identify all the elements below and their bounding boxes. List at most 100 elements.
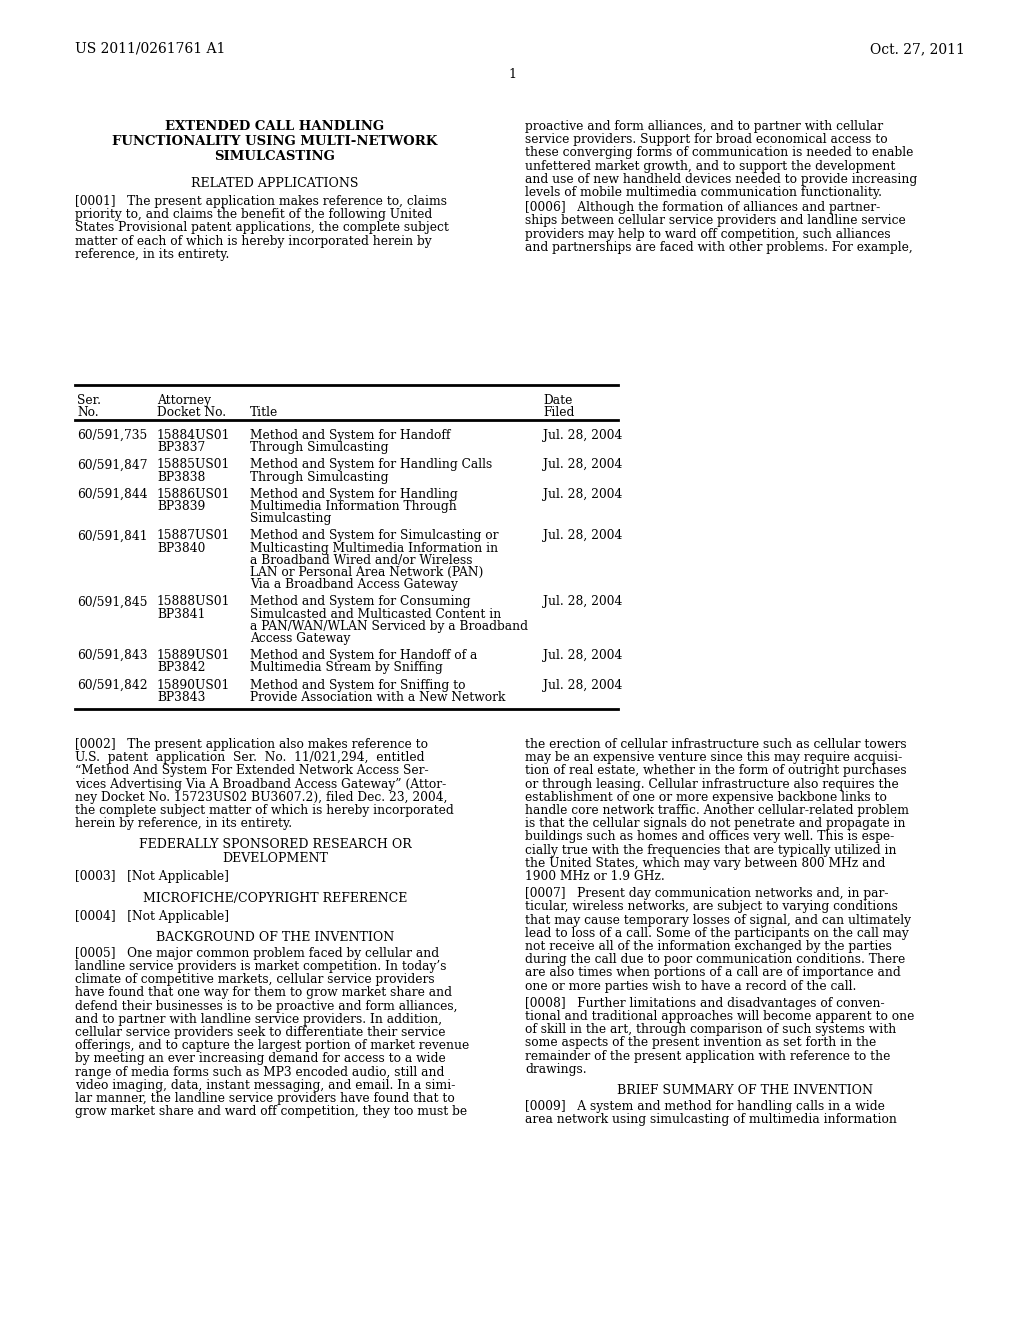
Text: LAN or Personal Area Network (PAN): LAN or Personal Area Network (PAN) xyxy=(250,566,483,579)
Text: Jul. 28, 2004: Jul. 28, 2004 xyxy=(543,429,623,442)
Text: area network using simulcasting of multimedia information: area network using simulcasting of multi… xyxy=(525,1113,897,1126)
Text: handle core network traffic. Another cellular-related problem: handle core network traffic. Another cel… xyxy=(525,804,909,817)
Text: Multimedia Information Through: Multimedia Information Through xyxy=(250,500,457,513)
Text: 1900 MHz or 1.9 GHz.: 1900 MHz or 1.9 GHz. xyxy=(525,870,665,883)
Text: Jul. 28, 2004: Jul. 28, 2004 xyxy=(543,529,623,543)
Text: climate of competitive markets, cellular service providers: climate of competitive markets, cellular… xyxy=(75,973,434,986)
Text: [0001]   The present application makes reference to, claims: [0001] The present application makes ref… xyxy=(75,195,447,209)
Text: BACKGROUND OF THE INVENTION: BACKGROUND OF THE INVENTION xyxy=(156,931,394,944)
Text: 60/591,844: 60/591,844 xyxy=(77,488,147,500)
Text: Through Simulcasting: Through Simulcasting xyxy=(250,471,388,483)
Text: levels of mobile multimedia communication functionality.: levels of mobile multimedia communicatio… xyxy=(525,186,882,199)
Text: MICROFICHE/COPYRIGHT REFERENCE: MICROFICHE/COPYRIGHT REFERENCE xyxy=(142,891,408,904)
Text: Through Simulcasting: Through Simulcasting xyxy=(250,441,388,454)
Text: 60/591,843: 60/591,843 xyxy=(77,649,147,663)
Text: Simulcasting: Simulcasting xyxy=(250,512,332,525)
Text: lead to loss of a call. Some of the participants on the call may: lead to loss of a call. Some of the part… xyxy=(525,927,908,940)
Text: [0006]   Although the formation of alliances and partner-: [0006] Although the formation of allianc… xyxy=(525,201,881,214)
Text: herein by reference, in its entirety.: herein by reference, in its entirety. xyxy=(75,817,292,830)
Text: Method and System for Sniffing to: Method and System for Sniffing to xyxy=(250,678,466,692)
Text: Title: Title xyxy=(250,407,279,418)
Text: 60/591,845: 60/591,845 xyxy=(77,595,147,609)
Text: ships between cellular service providers and landline service: ships between cellular service providers… xyxy=(525,214,906,227)
Text: and to partner with landline service providers. In addition,: and to partner with landline service pro… xyxy=(75,1012,442,1026)
Text: Jul. 28, 2004: Jul. 28, 2004 xyxy=(543,649,623,663)
Text: by meeting an ever increasing demand for access to a wide: by meeting an ever increasing demand for… xyxy=(75,1052,445,1065)
Text: BP3840: BP3840 xyxy=(157,541,206,554)
Text: remainder of the present application with reference to the: remainder of the present application wit… xyxy=(525,1049,891,1063)
Text: [0004]   [Not Applicable]: [0004] [Not Applicable] xyxy=(75,909,229,923)
Text: States Provisional patent applications, the complete subject: States Provisional patent applications, … xyxy=(75,222,449,235)
Text: Multimedia Stream by Sniffing: Multimedia Stream by Sniffing xyxy=(250,661,442,675)
Text: RELATED APPLICATIONS: RELATED APPLICATIONS xyxy=(191,177,358,190)
Text: the United States, which may vary between 800 MHz and: the United States, which may vary betwee… xyxy=(525,857,886,870)
Text: cellular service providers seek to differentiate their service: cellular service providers seek to diffe… xyxy=(75,1026,445,1039)
Text: Simulcasted and Multicasted Content in: Simulcasted and Multicasted Content in xyxy=(250,607,502,620)
Text: video imaging, data, instant messaging, and email. In a simi-: video imaging, data, instant messaging, … xyxy=(75,1078,456,1092)
Text: and partnerships are faced with other problems. For example,: and partnerships are faced with other pr… xyxy=(525,240,912,253)
Text: Ser.: Ser. xyxy=(77,393,101,407)
Text: Access Gateway: Access Gateway xyxy=(250,632,350,645)
Text: 60/591,841: 60/591,841 xyxy=(77,529,147,543)
Text: tion of real estate, whether in the form of outright purchases: tion of real estate, whether in the form… xyxy=(525,764,906,777)
Text: Filed: Filed xyxy=(543,407,574,418)
Text: one or more parties wish to have a record of the call.: one or more parties wish to have a recor… xyxy=(525,979,856,993)
Text: have found that one way for them to grow market share and: have found that one way for them to grow… xyxy=(75,986,452,999)
Text: [0005]   One major common problem faced by cellular and: [0005] One major common problem faced by… xyxy=(75,946,439,960)
Text: FEDERALLY SPONSORED RESEARCH OR: FEDERALLY SPONSORED RESEARCH OR xyxy=(138,838,412,851)
Text: BP3842: BP3842 xyxy=(157,661,206,675)
Text: unfettered market growth, and to support the development: unfettered market growth, and to support… xyxy=(525,160,895,173)
Text: 60/591,842: 60/591,842 xyxy=(77,678,147,692)
Text: 15888US01: 15888US01 xyxy=(157,595,230,609)
Text: 15890US01: 15890US01 xyxy=(157,678,230,692)
Text: 1: 1 xyxy=(508,69,516,81)
Text: the complete subject matter of which is hereby incorporated: the complete subject matter of which is … xyxy=(75,804,454,817)
Text: some aspects of the present invention as set forth in the: some aspects of the present invention as… xyxy=(525,1036,877,1049)
Text: Provide Association with a New Network: Provide Association with a New Network xyxy=(250,690,506,704)
Text: 15889US01: 15889US01 xyxy=(157,649,230,663)
Text: 60/591,735: 60/591,735 xyxy=(77,429,147,442)
Text: buildings such as homes and offices very well. This is espe-: buildings such as homes and offices very… xyxy=(525,830,894,843)
Text: Docket No.: Docket No. xyxy=(157,407,226,418)
Text: DEVELOPMENT: DEVELOPMENT xyxy=(222,853,328,866)
Text: [0009]   A system and method for handling calls in a wide: [0009] A system and method for handling … xyxy=(525,1100,885,1113)
Text: BP3837: BP3837 xyxy=(157,441,205,454)
Text: No.: No. xyxy=(77,407,98,418)
Text: Attorney: Attorney xyxy=(157,393,211,407)
Text: not receive all of the information exchanged by the parties: not receive all of the information excha… xyxy=(525,940,892,953)
Text: tional and traditional approaches will become apparent to one: tional and traditional approaches will b… xyxy=(525,1010,914,1023)
Text: is that the cellular signals do not penetrate and propagate in: is that the cellular signals do not pene… xyxy=(525,817,905,830)
Text: are also times when portions of a call are of importance and: are also times when portions of a call a… xyxy=(525,966,901,979)
Text: Method and System for Handoff: Method and System for Handoff xyxy=(250,429,451,442)
Text: grow market share and ward off competition, they too must be: grow market share and ward off competiti… xyxy=(75,1105,467,1118)
Text: 15886US01: 15886US01 xyxy=(157,488,230,500)
Text: Multicasting Multimedia Information in: Multicasting Multimedia Information in xyxy=(250,541,498,554)
Text: priority to, and claims the benefit of the following United: priority to, and claims the benefit of t… xyxy=(75,209,432,222)
Text: providers may help to ward off competition, such alliances: providers may help to ward off competiti… xyxy=(525,227,891,240)
Text: Jul. 28, 2004: Jul. 28, 2004 xyxy=(543,488,623,500)
Text: Date: Date xyxy=(543,393,572,407)
Text: EXTENDED CALL HANDLING: EXTENDED CALL HANDLING xyxy=(166,120,385,133)
Text: matter of each of which is hereby incorporated herein by: matter of each of which is hereby incorp… xyxy=(75,235,432,248)
Text: “Method And System For Extended Network Access Ser-: “Method And System For Extended Network … xyxy=(75,764,429,777)
Text: 60/591,847: 60/591,847 xyxy=(77,458,147,471)
Text: during the call due to poor communication conditions. There: during the call due to poor communicatio… xyxy=(525,953,905,966)
Text: a Broadband Wired and/or Wireless: a Broadband Wired and/or Wireless xyxy=(250,554,472,566)
Text: a PAN/WAN/WLAN Serviced by a Broadband: a PAN/WAN/WLAN Serviced by a Broadband xyxy=(250,620,528,632)
Text: drawings.: drawings. xyxy=(525,1063,587,1076)
Text: cially true with the frequencies that are typically utilized in: cially true with the frequencies that ar… xyxy=(525,843,896,857)
Text: of skill in the art, through comparison of such systems with: of skill in the art, through comparison … xyxy=(525,1023,896,1036)
Text: 15887US01: 15887US01 xyxy=(157,529,230,543)
Text: BRIEF SUMMARY OF THE INVENTION: BRIEF SUMMARY OF THE INVENTION xyxy=(617,1084,873,1097)
Text: Jul. 28, 2004: Jul. 28, 2004 xyxy=(543,458,623,471)
Text: BP3841: BP3841 xyxy=(157,607,206,620)
Text: and use of new handheld devices needed to provide increasing: and use of new handheld devices needed t… xyxy=(525,173,918,186)
Text: ticular, wireless networks, are subject to varying conditions: ticular, wireless networks, are subject … xyxy=(525,900,898,913)
Text: establishment of one or more expensive backbone links to: establishment of one or more expensive b… xyxy=(525,791,887,804)
Text: [0007]   Present day communication networks and, in par-: [0007] Present day communication network… xyxy=(525,887,889,900)
Text: ney Docket No. 15723US02 BU3607.2), filed Dec. 23, 2004,: ney Docket No. 15723US02 BU3607.2), file… xyxy=(75,791,447,804)
Text: Method and System for Handoff of a: Method and System for Handoff of a xyxy=(250,649,477,663)
Text: Method and System for Handling Calls: Method and System for Handling Calls xyxy=(250,458,493,471)
Text: offerings, and to capture the largest portion of market revenue: offerings, and to capture the largest po… xyxy=(75,1039,469,1052)
Text: [0003]   [Not Applicable]: [0003] [Not Applicable] xyxy=(75,870,229,883)
